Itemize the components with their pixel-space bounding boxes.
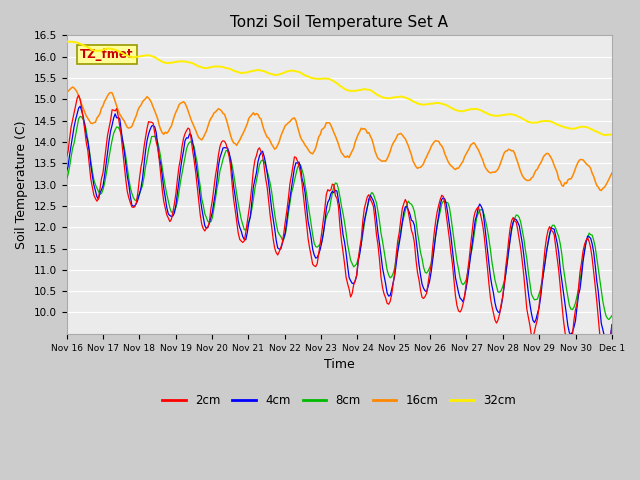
X-axis label: Time: Time xyxy=(324,358,355,371)
Legend: 2cm, 4cm, 8cm, 16cm, 32cm: 2cm, 4cm, 8cm, 16cm, 32cm xyxy=(157,389,521,411)
Title: Tonzi Soil Temperature Set A: Tonzi Soil Temperature Set A xyxy=(230,15,448,30)
Y-axis label: Soil Temperature (C): Soil Temperature (C) xyxy=(15,120,28,249)
Text: TZ_fmet: TZ_fmet xyxy=(80,48,134,60)
